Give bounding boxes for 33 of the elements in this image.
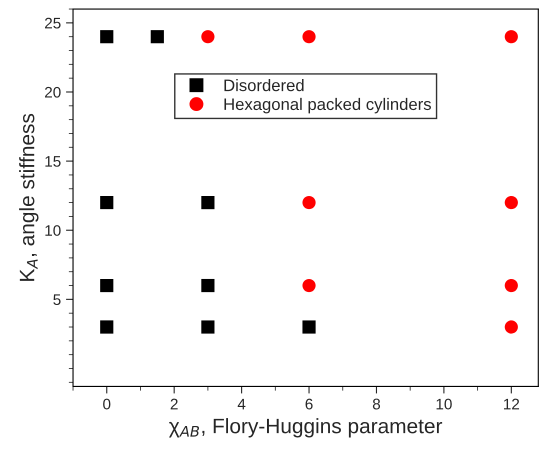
point	[201, 30, 214, 44]
point	[201, 196, 214, 210]
x-tick-label: 4	[238, 398, 246, 410]
point	[504, 30, 518, 44]
legend-label: Disordered	[224, 78, 304, 92]
point	[100, 30, 114, 44]
point	[100, 320, 114, 334]
x-tick-label: 6	[306, 398, 313, 410]
x-tick-label: 8	[372, 398, 380, 410]
point	[100, 196, 114, 210]
y-axis-title: K$_{A}$, angle stiffness	[19, 114, 39, 281]
point	[302, 30, 316, 44]
legend-label: Hexagonal packed cylinders	[224, 98, 431, 114]
point	[302, 320, 316, 334]
y-tick-label: 5	[53, 294, 61, 306]
x-tick-label: 10	[436, 398, 452, 410]
y-tick-label: 20	[45, 86, 61, 98]
x-axis-title: χ$_{AB}$, Flory-Huggins parameter	[169, 418, 442, 438]
point	[302, 278, 316, 292]
point	[504, 320, 518, 334]
y-tick-label: 15	[45, 156, 61, 167]
y-tick-label: 25	[45, 18, 61, 29]
x-tick-label: 2	[170, 398, 178, 410]
point	[201, 320, 214, 334]
point	[504, 278, 518, 292]
point	[504, 196, 518, 210]
point	[100, 278, 114, 292]
point	[150, 30, 164, 44]
point	[201, 278, 214, 292]
y-tick-label: 10	[45, 225, 61, 236]
x-tick-label: 12	[504, 398, 520, 410]
point	[302, 196, 316, 210]
x-tick-label: 0	[103, 398, 110, 410]
